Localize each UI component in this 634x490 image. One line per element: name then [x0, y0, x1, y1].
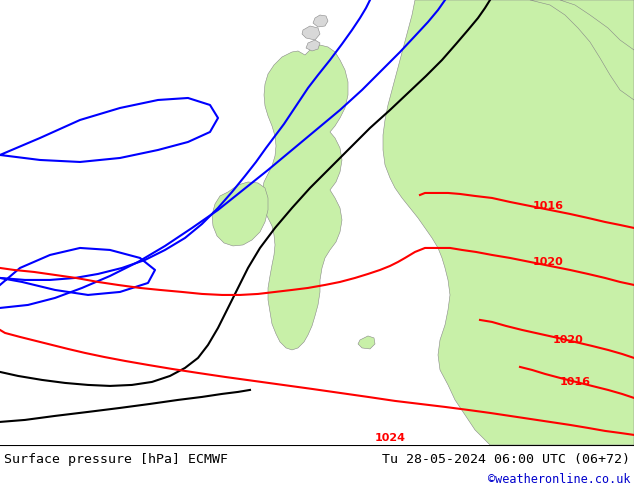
- Polygon shape: [358, 336, 375, 349]
- Text: 1016: 1016: [559, 377, 590, 387]
- Polygon shape: [306, 40, 320, 51]
- Text: Surface pressure [hPa] ECMWF: Surface pressure [hPa] ECMWF: [4, 453, 228, 466]
- Text: 1020: 1020: [533, 257, 564, 267]
- Text: 1024: 1024: [375, 433, 406, 443]
- Polygon shape: [383, 0, 634, 445]
- Polygon shape: [212, 182, 268, 246]
- Text: 1016: 1016: [533, 201, 564, 211]
- Polygon shape: [313, 15, 328, 27]
- Text: Tu 28-05-2024 06:00 UTC (06+72): Tu 28-05-2024 06:00 UTC (06+72): [382, 453, 630, 466]
- Text: 1020: 1020: [553, 335, 583, 345]
- Polygon shape: [560, 0, 634, 50]
- Polygon shape: [530, 0, 634, 100]
- Polygon shape: [262, 45, 348, 350]
- Polygon shape: [302, 26, 320, 40]
- Text: ©weatheronline.co.uk: ©weatheronline.co.uk: [488, 473, 630, 487]
